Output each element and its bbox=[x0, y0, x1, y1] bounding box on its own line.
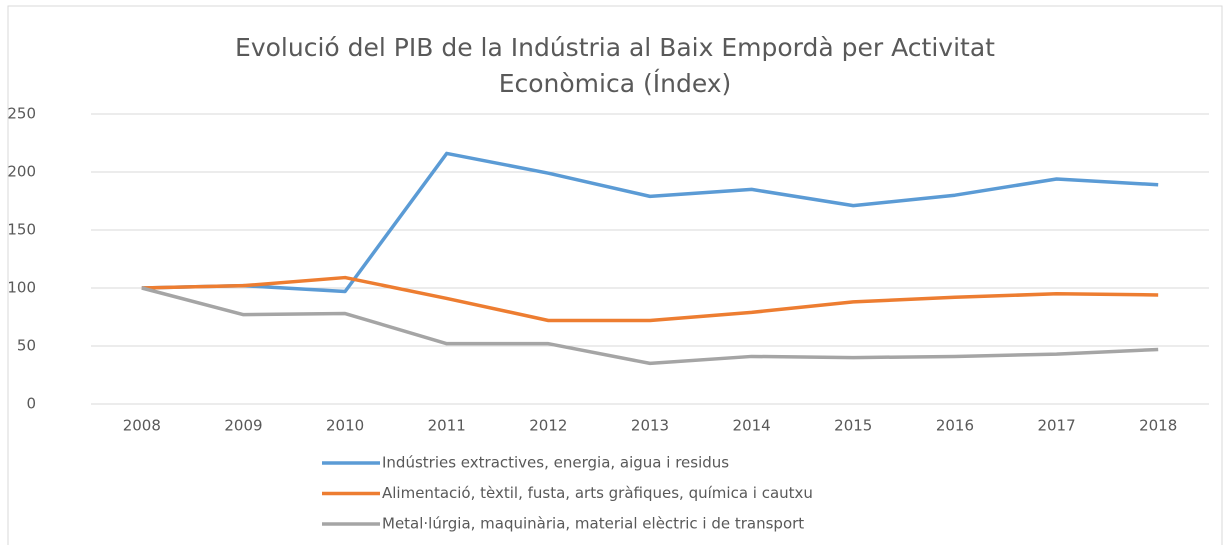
x-tick-label: 2014 bbox=[733, 417, 771, 435]
x-tick-label: 2010 bbox=[326, 417, 364, 435]
x-tick-label: 2018 bbox=[1139, 417, 1177, 435]
x-tick-label: 2012 bbox=[529, 417, 567, 435]
y-tick-label: 100 bbox=[7, 279, 36, 297]
y-tick-label: 250 bbox=[7, 105, 36, 123]
x-tick-label: 2015 bbox=[834, 417, 872, 435]
series-line bbox=[141, 286, 1159, 366]
x-tick-label: 2017 bbox=[1037, 417, 1075, 435]
y-tick-label: 0 bbox=[26, 395, 36, 413]
x-tick-label: 2013 bbox=[631, 417, 669, 435]
y-tick-label: 150 bbox=[7, 221, 36, 239]
x-tick-label: 2009 bbox=[224, 417, 262, 435]
chart-title: Evolució del PIB de la Indústria al Baix… bbox=[235, 33, 995, 98]
y-tick-label: 200 bbox=[7, 163, 36, 181]
x-tick-label: 2016 bbox=[936, 417, 974, 435]
chart-frame bbox=[7, 5, 1223, 545]
x-tick-label: 2011 bbox=[428, 417, 466, 435]
legend-label: Metal·lúrgia, maquinària, material elèct… bbox=[382, 515, 804, 533]
series-line bbox=[141, 275, 1159, 323]
legend-label: Indústries extractives, energia, aigua i… bbox=[382, 454, 729, 472]
x-tick-label: 2008 bbox=[123, 417, 161, 435]
y-tick-label: 50 bbox=[17, 337, 36, 355]
series-line bbox=[141, 151, 1159, 294]
legend-label: Alimentació, tèxtil, fusta, arts gràfiqu… bbox=[382, 484, 813, 502]
